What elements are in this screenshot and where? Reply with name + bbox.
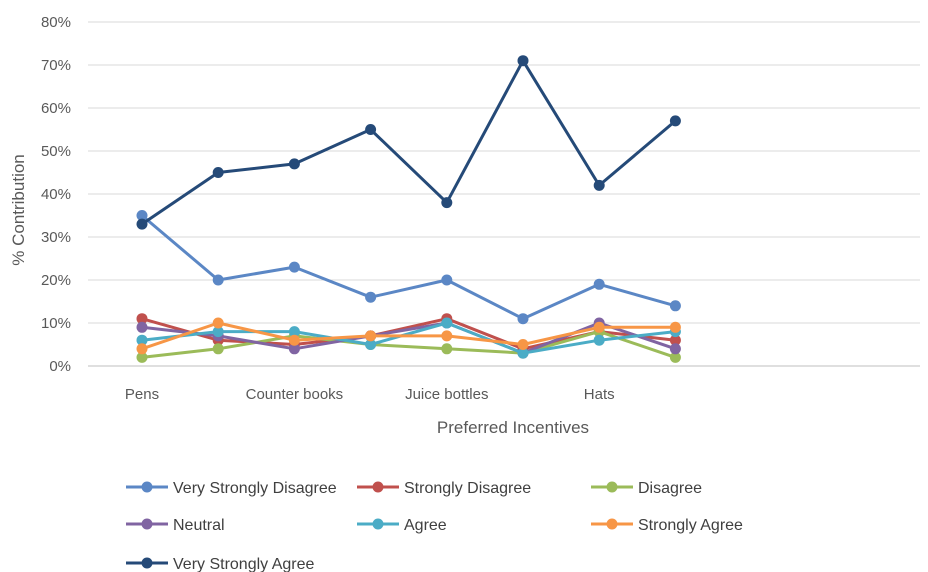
series-line	[141, 321, 676, 355]
legend-label: Disagree	[638, 480, 702, 497]
data-point	[136, 343, 148, 355]
legend-item: Neutral	[126, 517, 225, 534]
data-point	[212, 274, 224, 286]
data-point	[593, 179, 605, 191]
data-point	[288, 158, 300, 170]
data-point	[365, 330, 377, 342]
series-line	[141, 214, 676, 321]
legend-label: Neutral	[173, 517, 225, 534]
data-point	[365, 339, 377, 350]
data-point	[212, 326, 224, 338]
data-point	[365, 124, 377, 135]
data-point	[136, 334, 148, 346]
series-agree	[136, 317, 681, 359]
series-line	[141, 59, 677, 226]
data-point	[212, 343, 224, 355]
data-point	[593, 321, 605, 333]
data-point	[517, 55, 529, 67]
data-point	[593, 278, 605, 290]
legend-label: Very Strongly Disagree	[173, 480, 337, 497]
data-point	[669, 115, 681, 127]
legend-swatch-marker	[606, 481, 618, 493]
data-point	[288, 261, 300, 273]
legend-item: Very Strongly Disagree	[126, 480, 337, 497]
data-point	[669, 300, 681, 312]
x-tick-label: Hats	[584, 386, 615, 403]
data-point	[136, 321, 148, 333]
data-point	[136, 351, 148, 363]
series-lines	[136, 55, 681, 363]
series-very-strongly-agree	[136, 55, 681, 230]
legend-label: Agree	[404, 517, 447, 534]
data-point	[441, 317, 453, 329]
y-tick-label: 50%	[41, 143, 71, 160]
data-point	[669, 334, 681, 346]
x-tick-label: Juice bottles	[405, 386, 488, 403]
y-tick-label: 30%	[41, 229, 71, 246]
legend-swatch-marker	[606, 518, 618, 530]
x-axis-ticks: Pens Counter books Juice bottles Hats	[125, 386, 615, 403]
data-point	[288, 343, 300, 355]
x-tick-label: Counter books	[246, 386, 344, 403]
data-point	[136, 218, 148, 230]
series-line	[141, 321, 676, 355]
legend-item: Agree	[357, 517, 447, 534]
y-tick-label: 10%	[41, 315, 71, 332]
y-tick-label: 60%	[41, 100, 71, 117]
y-tick-label: 0%	[49, 358, 71, 375]
data-point	[669, 351, 681, 363]
y-tick-label: 70%	[41, 57, 71, 74]
y-tick-label: 40%	[41, 186, 71, 203]
data-point	[517, 313, 529, 325]
legend-swatch-marker	[372, 518, 384, 530]
legend: Very Strongly Disagree Strongly Disagree D…	[126, 480, 743, 572]
data-point	[669, 321, 681, 333]
data-point	[212, 317, 224, 329]
data-point	[212, 167, 224, 178]
series-line	[141, 330, 676, 359]
data-point	[365, 291, 377, 303]
x-tick-label: Pens	[125, 386, 159, 403]
y-tick-label: 80%	[41, 14, 71, 31]
data-point	[593, 334, 605, 346]
data-point	[136, 313, 148, 325]
legend-item: Disagree	[591, 480, 702, 497]
series-strongly-agree	[136, 317, 681, 355]
legend-label: Very Strongly Agree	[173, 556, 315, 572]
legend-label: Strongly Disagree	[404, 480, 531, 497]
series-very-strongly-disagree	[136, 210, 681, 325]
data-point	[288, 326, 300, 338]
legend-swatch-marker	[372, 481, 384, 493]
y-axis-ticks: 0% 10% 20% 30% 40% 50% 60% 70% 80%	[41, 14, 71, 375]
legend-swatch-marker	[141, 481, 153, 493]
data-point	[136, 210, 148, 221]
series-line	[141, 321, 676, 351]
data-point	[517, 339, 529, 350]
x-axis-title: Preferred Incentives	[437, 418, 589, 437]
y-axis-title: % Contribution	[9, 154, 28, 266]
legend-item: Strongly Agree	[591, 517, 743, 534]
data-point	[517, 347, 529, 359]
data-point	[441, 343, 453, 355]
legend-label: Strongly Agree	[638, 517, 743, 534]
data-point	[441, 197, 453, 209]
legend-item: Strongly Disagree	[357, 480, 531, 497]
y-tick-label: 20%	[41, 272, 71, 289]
data-point	[441, 274, 453, 286]
legend-swatch-marker	[141, 518, 153, 530]
data-point	[288, 334, 300, 346]
data-point	[669, 343, 681, 355]
legend-item: Very Strongly Agree	[126, 556, 315, 572]
legend-swatch-marker	[141, 557, 153, 569]
data-point	[441, 330, 453, 342]
